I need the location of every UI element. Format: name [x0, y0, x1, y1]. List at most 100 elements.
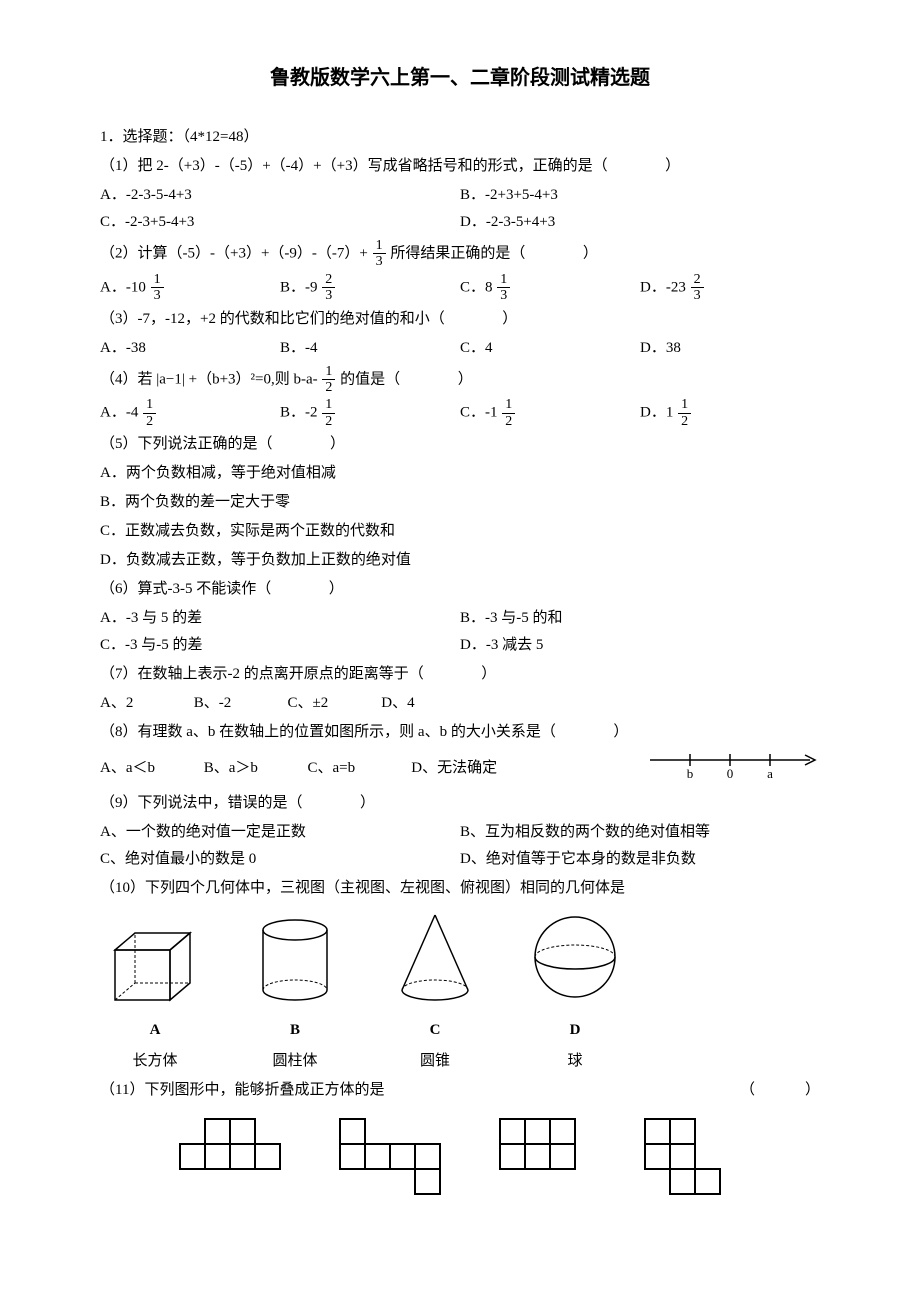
- q10-name-sphere: 球: [520, 1048, 630, 1075]
- q8-stem-text: （8）有理数 a、b 在数轴上的位置如图所示，则 a、b 的大小关系是（: [100, 724, 556, 740]
- q10-name-cone: 圆锥: [380, 1048, 490, 1075]
- q8-options-row: A、a＜b B、a＞b C、a=b D、无法确定 b 0 a: [100, 748, 820, 788]
- cone-figure: [380, 910, 490, 1015]
- q5-stem: （5）下列说法正确的是（ ）: [100, 431, 820, 458]
- frac-den: 3: [691, 288, 704, 303]
- q2-stem-end: ）: [583, 245, 598, 261]
- q4-options: A．-4 12 B．-2 12 C．-1 12 D．1 12: [100, 397, 820, 429]
- q2-c-frac: 13: [497, 272, 510, 304]
- q4-c-frac: 12: [502, 397, 515, 429]
- q4-stem: （4）若 |a−1| +（b+3）²=0,则 b-a- 12 的值是（ ）: [100, 364, 820, 396]
- q3-options: A．-38 B．-4 C．4 D．38: [100, 335, 820, 362]
- frac-num: 1: [322, 397, 335, 413]
- q9-options: A、一个数的绝对值一定是正数 B、互为相反数的两个数的绝对值相等 C、绝对值最小…: [100, 819, 820, 873]
- frac-den: 3: [322, 288, 335, 303]
- q4-opt-c: C．-1 12: [460, 397, 640, 429]
- frac-num: 1: [678, 397, 691, 413]
- q3-stem-end: ）: [502, 311, 517, 327]
- number-line-figure: b 0 a: [650, 748, 820, 788]
- q1-stem-end: ）: [665, 158, 680, 174]
- q4-stem-c: 的值是（: [340, 371, 400, 387]
- q7-opt-d: D、4: [381, 690, 471, 717]
- q10-labels: A B C D: [100, 1017, 820, 1044]
- q6-opt-d: D．-3 减去 5: [460, 632, 820, 659]
- q1-opt-c: C．-2-3+5-4+3: [100, 209, 460, 236]
- q11-paren-close: ）: [805, 1077, 820, 1104]
- frac-num: 1: [373, 238, 386, 254]
- q7-options: A、2 B、-2 C、±2 D、4: [100, 690, 820, 717]
- q6-stem-text: （6）算式-3-5 不能读作（: [100, 581, 271, 597]
- q5-stem-end: ）: [330, 436, 345, 452]
- q2-a-frac: 13: [151, 272, 164, 304]
- q8-stem-end: ）: [613, 724, 628, 740]
- q8-opt-a: A、a＜b: [100, 755, 200, 782]
- q3-opt-d: D．38: [640, 335, 820, 362]
- q7-stem-text: （7）在数轴上表示-2 的点离开原点的距离等于（: [100, 666, 424, 682]
- q11-paren-open: （: [740, 1077, 755, 1104]
- frac-num: 2: [322, 272, 335, 288]
- q1-stem: （1）把 2-（+3）-（-5）+（-4）+（+3）写成省略括号和的形式，正确的…: [100, 153, 820, 180]
- q10-stem: （10）下列四个几何体中，三视图（主视图、左视图、俯视图）相同的几何体是: [100, 875, 820, 902]
- q9-opt-a: A、一个数的绝对值一定是正数: [100, 819, 460, 846]
- q6-opt-c: C．-3 与-5 的差: [100, 632, 460, 659]
- frac-den: 2: [143, 414, 156, 429]
- q4-b-pre: B．-2: [280, 405, 318, 421]
- q4-c-pre: C．-1: [460, 405, 498, 421]
- q2-opt-a: A．-10 13: [100, 272, 280, 304]
- q8-opt-c: C、a=b: [308, 755, 408, 782]
- section-header: 1．选择题：（4*12=48）: [100, 124, 820, 151]
- frac-den: 2: [502, 414, 515, 429]
- net-d: [640, 1114, 745, 1209]
- q2-opt-d: D．-23 23: [640, 272, 820, 304]
- q4-abs: |a−1|: [156, 371, 185, 387]
- frac-den: 2: [322, 414, 335, 429]
- q7-stem-end: ）: [481, 666, 496, 682]
- q4-stem-a: （4）若: [100, 371, 153, 387]
- q2-c-pre: C．8: [460, 279, 493, 295]
- frac-num: 1: [151, 272, 164, 288]
- q4-opt-d: D．1 12: [640, 397, 820, 429]
- q3-opt-a: A．-38: [100, 335, 280, 362]
- q10-label-c: C: [380, 1017, 490, 1044]
- q9-opt-b: B、互为相反数的两个数的绝对值相等: [460, 819, 820, 846]
- q11-stem: （11）下列图形中，能够折叠成正方体的是 （ ）: [100, 1077, 820, 1104]
- q8-opt-b: B、a＞b: [204, 755, 304, 782]
- q5-opt-b: B．两个负数的差一定大于零: [100, 489, 820, 516]
- q2-opt-b: B．-9 23: [280, 272, 460, 304]
- q5-opt-c: C．正数减去负数，实际是两个正数的代数和: [100, 518, 820, 545]
- net-b: [335, 1114, 455, 1209]
- q2-b-pre: B．-9: [280, 279, 318, 295]
- q4-stem-b: +（b+3）²=0,则 b-a-: [189, 371, 318, 387]
- q11-blank: [755, 1077, 805, 1104]
- frac-num: 1: [497, 272, 510, 288]
- q9-opt-c: C、绝对值最小的数是 0: [100, 846, 460, 873]
- q10-label-b: B: [240, 1017, 350, 1044]
- q9-stem-text: （9）下列说法中，错误的是（: [100, 795, 303, 811]
- q11-stem-text: （11）下列图形中，能够折叠成正方体的是: [100, 1077, 384, 1104]
- q2-d-pre: D．-23: [640, 279, 686, 295]
- q10-name-cylinder: 圆柱体: [240, 1048, 350, 1075]
- q4-opt-b: B．-2 12: [280, 397, 460, 429]
- q4-a-pre: A．-4: [100, 405, 138, 421]
- q10-figures: [100, 910, 820, 1015]
- q6-opt-a: A．-3 与 5 的差: [100, 605, 460, 632]
- q5-stem-text: （5）下列说法正确的是（: [100, 436, 273, 452]
- net-a: [175, 1114, 295, 1184]
- q3-stem: （3）-7，-12，+2 的代数和比它们的绝对值的和小（ ）: [100, 306, 820, 333]
- q7-stem: （7）在数轴上表示-2 的点离开原点的距离等于（ ）: [100, 661, 820, 688]
- frac-num: 1: [322, 364, 335, 380]
- tick-b: b: [687, 766, 694, 781]
- q10-label-a: A: [100, 1017, 210, 1044]
- tick-zero: 0: [727, 766, 734, 781]
- q6-stem-end: ）: [329, 581, 344, 597]
- cylinder-figure: [240, 915, 350, 1015]
- q3-stem-text: （3）-7，-12，+2 的代数和比它们的绝对值的和小（: [100, 311, 445, 327]
- frac-den: 2: [322, 380, 335, 395]
- q4-opt-a: A．-4 12: [100, 397, 280, 429]
- frac-den: 2: [678, 414, 691, 429]
- q2-options: A．-10 13 B．-9 23 C．8 13 D．-23 23: [100, 272, 820, 304]
- q10-names: 长方体 圆柱体 圆锥 球: [100, 1048, 820, 1075]
- q5-opt-a: A．两个负数相减，等于绝对值相减: [100, 460, 820, 487]
- q1-opt-d: D．-2-3-5+4+3: [460, 209, 820, 236]
- q5-opt-d: D．负数减去正数，等于负数加上正数的绝对值: [100, 547, 820, 574]
